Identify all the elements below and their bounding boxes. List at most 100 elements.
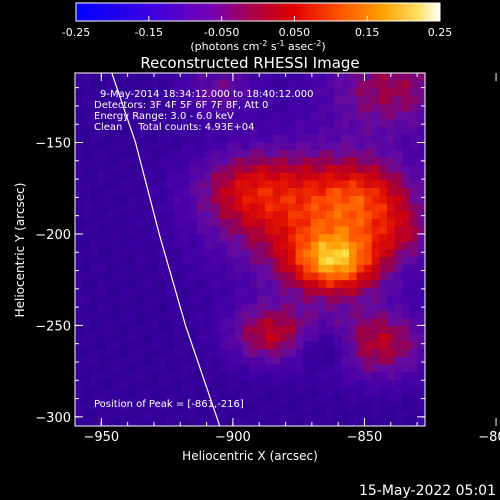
heatmap-cell xyxy=(219,341,228,350)
heatmap-cell xyxy=(348,295,358,304)
heatmap-cell xyxy=(128,349,137,358)
heatmap-cell xyxy=(219,249,228,258)
heatmap-cell xyxy=(379,303,388,312)
heatmap-cell xyxy=(227,73,236,82)
heatmap-cell xyxy=(394,188,403,197)
heatmap-cell xyxy=(189,172,198,182)
heatmap-cell xyxy=(234,326,243,335)
heatmap-cell xyxy=(333,226,342,235)
heatmap-cell xyxy=(120,395,129,404)
heatmap-cell xyxy=(333,188,342,197)
heatmap-cell xyxy=(402,203,411,212)
heatmap-cell xyxy=(257,341,266,350)
heatmap-cell xyxy=(386,249,396,258)
heatmap-cell xyxy=(75,326,84,335)
heatmap-cell xyxy=(135,402,145,412)
heatmap-cell xyxy=(128,165,137,174)
heatmap-cell xyxy=(394,341,403,350)
heatmap-cell xyxy=(128,119,137,128)
heatmap-cell xyxy=(265,272,274,281)
annotation-energy: Energy Range: 3.0 - 6.0 keV xyxy=(94,111,234,122)
heatmap-cell xyxy=(303,264,312,274)
colorbar-tick-label: 0.050 xyxy=(279,26,311,39)
heatmap-cell xyxy=(234,149,243,159)
heatmap-cell xyxy=(211,195,221,205)
heatmap-cell xyxy=(211,295,221,304)
heatmap-cell xyxy=(341,318,350,327)
heatmap-cell xyxy=(234,88,243,97)
heatmap-cell xyxy=(409,126,418,135)
heatmap-cell xyxy=(379,142,388,151)
heatmap-cell xyxy=(173,318,183,327)
heatmap-cell xyxy=(348,188,358,197)
heatmap-cell xyxy=(204,203,213,212)
heatmap-cell xyxy=(143,157,152,166)
heatmap-cell xyxy=(272,349,282,358)
heatmap-cell xyxy=(364,379,373,389)
heatmap-cell xyxy=(227,295,236,304)
heatmap-cell xyxy=(356,157,365,166)
heatmap-cell xyxy=(196,402,205,412)
heatmap-cell xyxy=(158,333,167,343)
heatmap-cell xyxy=(135,211,145,220)
heatmap-cell xyxy=(295,287,304,297)
heatmap-cell xyxy=(409,103,418,112)
heatmap-cell xyxy=(166,73,175,82)
heatmap-cell xyxy=(409,326,418,335)
heatmap-cell xyxy=(379,280,388,289)
heatmap-cell xyxy=(250,96,259,105)
heatmap-cell xyxy=(151,310,160,320)
heatmap-cell xyxy=(371,249,380,258)
heatmap-cell xyxy=(341,272,350,281)
heatmap-cell xyxy=(90,180,99,189)
heatmap-cell xyxy=(280,203,289,212)
heatmap-cell xyxy=(158,349,167,358)
heatmap-cell xyxy=(181,295,190,304)
heatmap-cell xyxy=(280,80,289,89)
heatmap-cell xyxy=(181,410,190,419)
heatmap-cell xyxy=(143,96,152,105)
heatmap-cell xyxy=(409,149,418,159)
heatmap-cell xyxy=(113,88,122,97)
heatmap-cell xyxy=(242,318,251,327)
heatmap-cell xyxy=(82,295,91,304)
heatmap-cell xyxy=(280,149,289,159)
heatmap-cell xyxy=(417,310,425,320)
heatmap-cell xyxy=(204,356,213,366)
heatmap-cell xyxy=(242,180,251,189)
heatmap-cell xyxy=(143,410,152,419)
heatmap-cell xyxy=(417,356,425,366)
heatmap-cell xyxy=(310,142,320,151)
heatmap-cell xyxy=(181,318,190,327)
heatmap-cell xyxy=(75,142,84,151)
heatmap-cell xyxy=(113,96,122,105)
heatmap-cell xyxy=(196,379,205,389)
heatmap-cell xyxy=(333,241,342,251)
heatmap-cell xyxy=(120,326,129,335)
heatmap-cell xyxy=(341,73,350,82)
heatmap-cell xyxy=(371,326,380,335)
heatmap-cell xyxy=(120,119,129,128)
heatmap-cell xyxy=(341,119,350,128)
heatmap-cell xyxy=(151,119,160,128)
heatmap-cell xyxy=(166,257,175,266)
heatmap-cell xyxy=(326,333,335,343)
heatmap-cell xyxy=(250,80,259,89)
heatmap-cell xyxy=(379,226,388,235)
heatmap-cell xyxy=(303,218,312,228)
heatmap-cell xyxy=(151,241,160,251)
heatmap-cell xyxy=(272,103,282,112)
heatmap-cell xyxy=(348,172,358,182)
heatmap-cell xyxy=(318,80,327,89)
heatmap-cell xyxy=(371,356,380,366)
heatmap-cell xyxy=(371,310,380,320)
heatmap-cell xyxy=(97,226,107,235)
heatmap-cell xyxy=(272,211,282,220)
heatmap-cell xyxy=(379,402,388,412)
heatmap-cell xyxy=(82,395,91,404)
heatmap-cell xyxy=(97,180,107,189)
heatmap-cell xyxy=(135,395,145,404)
heatmap-cell xyxy=(409,395,418,404)
heatmap-cell xyxy=(310,303,320,312)
heatmap-cell xyxy=(90,234,99,243)
